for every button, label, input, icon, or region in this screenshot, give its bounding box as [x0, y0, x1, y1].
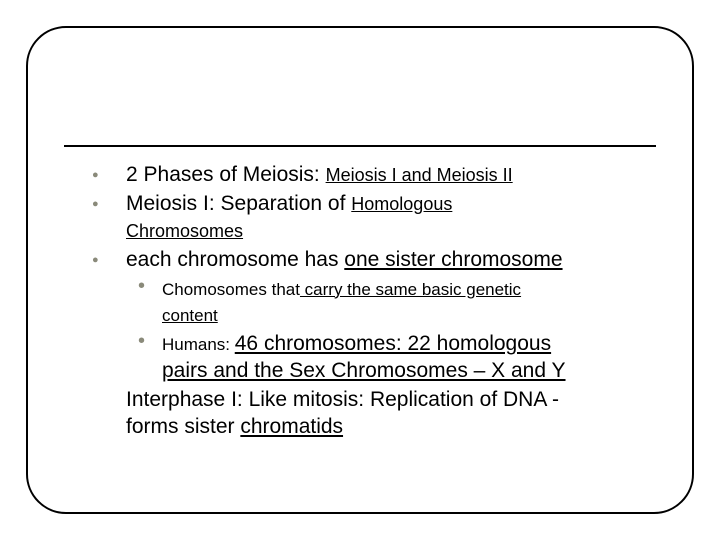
bullet-dot-icon: • [138, 274, 145, 300]
text: Chomosomes that [162, 280, 300, 299]
text: each chromosome has [126, 248, 344, 271]
text-underline: content [162, 306, 218, 325]
text: Humans: [162, 335, 235, 354]
subbullet-humans: • Humans: 46 chromosomes: 22 homologous … [92, 331, 656, 385]
text-underline: 46 chromosomes: 22 homologous [235, 332, 551, 355]
text-underline: pairs and the Sex Chromosomes – X and Y [162, 359, 566, 382]
text-underline: one sister chromosome [344, 248, 562, 271]
text: Interphase I: Like mitosis: Replication … [126, 388, 559, 411]
text-underline: chromatids [240, 415, 343, 438]
bullet-dot-icon: • [138, 329, 145, 355]
subbullet-carry-genetic: • Chomosomes that carry the same basic g… [92, 276, 656, 330]
title-rule [64, 145, 656, 147]
paragraph-interphase: Interphase I: Like mitosis: Replication … [92, 387, 656, 441]
text-underline: Meiosis I and Meiosis II [326, 165, 513, 185]
text-underline: carry the same basic genetic [300, 280, 521, 299]
text: 2 Phases of Meiosis: [126, 163, 326, 186]
bullet-each-chromosome: each chromosome has one sister chromosom… [92, 247, 656, 274]
text-underline: Chromosomes [126, 221, 243, 241]
bullet-phases: 2 Phases of Meiosis: Meiosis I and Meios… [92, 162, 656, 189]
text: Meiosis I: Separation of [126, 192, 351, 215]
bullet-meiosis1: Meiosis I: Separation of Homologous Chro… [92, 191, 656, 245]
slide-content: 2 Phases of Meiosis: Meiosis I and Meios… [92, 162, 656, 441]
text: forms sister [126, 415, 240, 438]
text-underline: Homologous [351, 194, 452, 214]
